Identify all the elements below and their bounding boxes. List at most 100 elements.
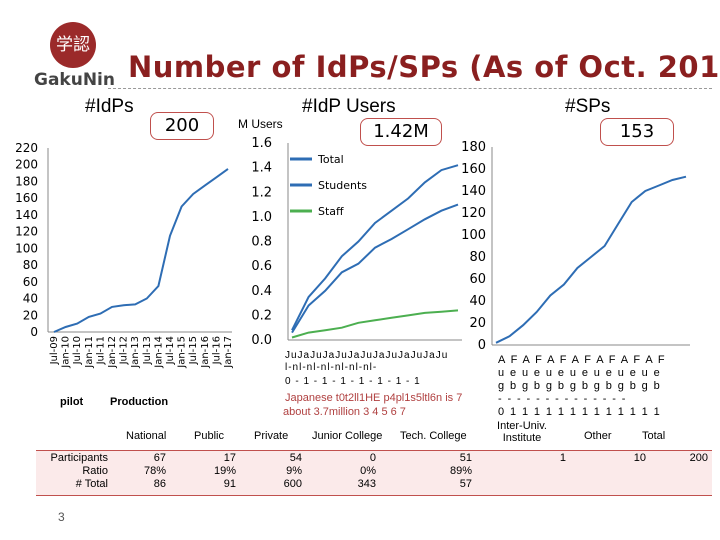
idps-ytick-label: 40 xyxy=(23,292,38,306)
sps-xaxis-row2: u e u e u e u e u e u e u e xyxy=(498,367,662,379)
sps-xaxis-row5: 0 1 1 1 1 1 1 1 1 1 1 1 1 1 xyxy=(498,406,662,418)
table-cell: 78% xyxy=(143,465,166,477)
table-cell: 1 xyxy=(559,452,566,464)
table-row-label: Ratio xyxy=(82,465,108,477)
sps-ytick-label: 160 xyxy=(461,162,486,177)
table-cell: 10 xyxy=(633,452,646,464)
idps-ytick-label: 60 xyxy=(23,275,38,289)
sps-xaxis-row3: g b g b g b g b g b g b g b xyxy=(498,380,662,392)
page-title: Number of IdPs/SPs (As of Oct. 2017) xyxy=(128,50,720,84)
idps-xtick-label: Jul-13 xyxy=(142,336,153,365)
idps-xtick-label: Jan-16 xyxy=(200,336,211,369)
idps-xtick-label: Jan-13 xyxy=(130,336,141,369)
idps-xtick-label: Jul-11 xyxy=(95,336,106,365)
phase-pilot-label: pilot xyxy=(60,396,84,408)
idps-series-line xyxy=(53,168,229,333)
idps-heading: #IdPs xyxy=(85,96,134,117)
sps-xaxis-row1: A F A F A F A F A F A F A F xyxy=(498,354,667,366)
idps-ytick-label: 120 xyxy=(15,225,38,239)
idps-xtick-label: Jan-11 xyxy=(84,336,95,369)
idps-ytick-label: 140 xyxy=(15,208,38,222)
legend-label-total: Total xyxy=(317,153,344,166)
sps-ytick-label: 100 xyxy=(461,228,486,243)
table-cell: 343 xyxy=(357,478,376,490)
title-divider xyxy=(108,88,712,89)
col-header-tech-college: Tech. College xyxy=(400,430,467,442)
users-xaxis-row5: about 3.7million 3 4 5 6 7 xyxy=(283,406,406,418)
idps-xtick-label: Jul-15 xyxy=(188,336,199,365)
users-xaxis-row1: JuJaJuJaJuJaJuJaJuJaJuJaJu xyxy=(285,350,449,361)
users-ytick-label: 1.4 xyxy=(251,161,272,176)
idps-ytick-label: 180 xyxy=(15,174,38,188)
idps-ytick-label: 200 xyxy=(15,158,38,172)
users-chart: 0.0 0.2 0.4 0.6 0.8 1.0 1.2 1.4 1.6 Total Student… xyxy=(251,136,462,348)
sps-xaxis-row4: - - - - - - - - - - - - - - xyxy=(498,393,627,405)
table-cell: 200 xyxy=(689,452,708,464)
table-row-label: Participants xyxy=(50,452,108,464)
users-unit-label: M Users xyxy=(238,117,283,131)
users-ytick-label: 0.2 xyxy=(251,308,272,323)
table-cell: 600 xyxy=(283,478,302,490)
table-cell: 51 xyxy=(459,452,472,464)
sps-ytick-label: 180 xyxy=(461,140,486,155)
table-row-label: # Total xyxy=(75,478,108,490)
idps-ytick-label: 80 xyxy=(23,258,38,272)
idps-xtick-label: Jan-14 xyxy=(153,336,164,369)
col-header-other: Other xyxy=(584,430,612,442)
table-cell: 57 xyxy=(459,478,472,490)
idps-ytick-label: 0 xyxy=(30,325,38,339)
col-header-inter-univ: Inter-Univ. Institute xyxy=(497,420,547,444)
idps-xtick-label: Jan-10 xyxy=(61,336,72,369)
users-ytick-label: 0.4 xyxy=(251,284,272,299)
users-xaxis-row3: 0 - 1 - 1 - 1 - 1 - 1 - 1 - 1 xyxy=(285,376,421,387)
table-cell: 9% xyxy=(286,465,302,477)
sps-ytick-label: 120 xyxy=(461,206,486,221)
table-cell: 19% xyxy=(213,465,236,477)
table-cell: 0 xyxy=(369,452,376,464)
table-body xyxy=(36,450,712,496)
table-cell: 67 xyxy=(153,452,166,464)
sps-total-callout: 153 xyxy=(600,118,674,146)
sps-heading: #SPs xyxy=(565,96,611,117)
table-cell: 86 xyxy=(153,478,166,490)
legend-label-students: Students xyxy=(318,179,367,192)
users-ytick-label: 0.6 xyxy=(251,259,272,274)
col-header-private: Private xyxy=(254,430,289,442)
idps-xtick-label: Jul-14 xyxy=(165,336,176,365)
sps-ytick-label: 40 xyxy=(469,294,486,309)
gakunin-logo-text: GakuNin xyxy=(34,70,115,90)
users-ytick-label: 1.6 xyxy=(251,136,272,151)
col-header-total: Total xyxy=(642,430,666,442)
col-header-national: National xyxy=(126,430,167,442)
idps-ytick-label: 20 xyxy=(23,308,38,322)
users-ytick-label: 0.8 xyxy=(251,235,272,250)
idps-ytick-label: 100 xyxy=(15,241,38,255)
table-cell: 89% xyxy=(449,465,472,477)
sps-chart: 0 20 40 60 80 100 120 140 160 180 xyxy=(461,140,690,350)
sps-ytick-label: 20 xyxy=(469,316,486,331)
page-number: 3 xyxy=(58,510,65,524)
phase-production-label: Production xyxy=(110,396,169,408)
users-series-total xyxy=(291,164,459,331)
table-cell: 54 xyxy=(289,452,302,464)
table-cell: 17 xyxy=(223,452,236,464)
users-xaxis-row4: Japanese t0t2ll1HE p4pl1s5ltl6n is 7 xyxy=(285,392,463,404)
sps-series-line xyxy=(495,175,687,344)
idps-xtick-label: Jan-17 xyxy=(223,336,234,369)
users-series-staff xyxy=(291,309,459,339)
col-header-junior-college: Junior College xyxy=(312,430,383,442)
users-ytick-label: 1.0 xyxy=(251,210,272,225)
gakunin-logo-mark: 学認 xyxy=(50,22,96,68)
idps-total-callout: 200 xyxy=(150,112,214,140)
idps-xtick-label: Jul-09 xyxy=(49,336,60,365)
idps-xtick-label: Jul-10 xyxy=(72,336,83,365)
sps-ytick-label: 80 xyxy=(469,250,486,265)
col-header-public: Public xyxy=(194,430,224,442)
sps-ytick-label: 0 xyxy=(478,338,486,350)
legend-label-staff: Staff xyxy=(318,205,344,218)
sps-ytick-label: 140 xyxy=(461,184,486,199)
table-cell: 0% xyxy=(360,465,376,477)
users-series-students xyxy=(291,203,459,334)
idps-ytick-label: 220 xyxy=(15,141,38,155)
